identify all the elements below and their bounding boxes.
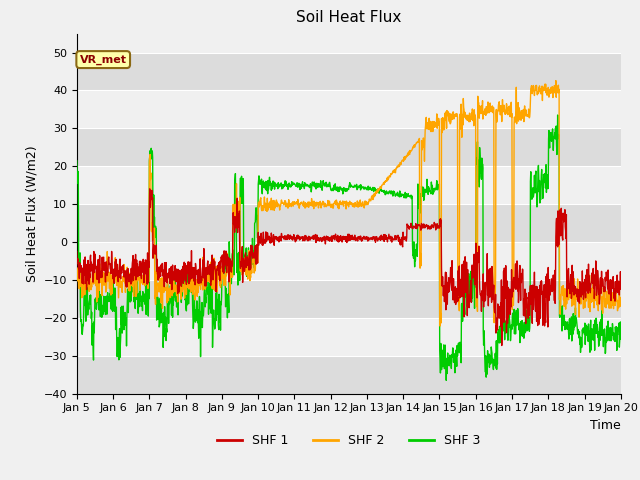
Text: VR_met: VR_met [80, 54, 127, 65]
Title: Soil Heat Flux: Soil Heat Flux [296, 11, 401, 25]
Bar [77, 52, 621, 90]
Y-axis label: Soil Heat Flux (W/m2): Soil Heat Flux (W/m2) [25, 145, 38, 282]
Bar [77, 128, 621, 166]
Bar [77, 356, 621, 394]
Legend: SHF 1, SHF 2, SHF 3: SHF 1, SHF 2, SHF 3 [212, 429, 486, 452]
Bar [77, 204, 621, 242]
Bar [77, 280, 621, 318]
X-axis label: Time: Time [590, 419, 621, 432]
